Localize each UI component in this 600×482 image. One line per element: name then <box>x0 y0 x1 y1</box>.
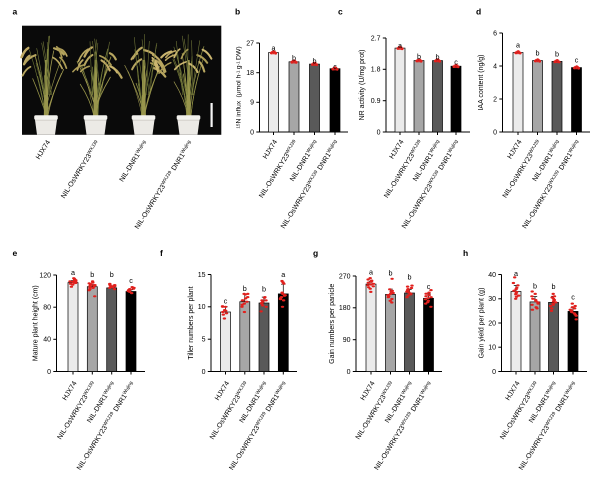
svg-text:5: 5 <box>202 337 206 344</box>
svg-text:d: d <box>476 7 481 17</box>
svg-text:27: 27 <box>246 40 254 47</box>
svg-text:h: h <box>463 248 468 258</box>
svg-text:a: a <box>13 7 18 17</box>
svg-text:80: 80 <box>43 305 51 312</box>
svg-text:0: 0 <box>493 129 497 136</box>
svg-text:c: c <box>338 7 343 17</box>
svg-text:a: a <box>272 43 276 52</box>
svg-text:b: b <box>408 272 412 281</box>
svg-text:b: b <box>536 48 540 57</box>
svg-text:15: 15 <box>198 272 206 279</box>
svg-text:90: 90 <box>343 337 351 344</box>
svg-text:18: 18 <box>246 70 254 77</box>
svg-text:0: 0 <box>202 369 206 376</box>
svg-text:a: a <box>514 269 518 278</box>
svg-text:2: 2 <box>493 96 497 103</box>
svg-text:Mature plant height (cm): Mature plant height (cm) <box>33 285 40 361</box>
svg-text:180: 180 <box>339 305 351 312</box>
svg-text:a: a <box>281 270 285 279</box>
svg-text:Tiller numbers per plant: Tiller numbers per plant <box>188 286 195 359</box>
svg-text:b: b <box>235 7 240 17</box>
svg-text:b: b <box>243 284 247 293</box>
svg-text:9: 9 <box>250 100 254 107</box>
svg-text:1.8: 1.8 <box>371 67 381 74</box>
svg-text:0: 0 <box>492 369 496 376</box>
svg-text:b: b <box>533 281 537 290</box>
svg-text:a: a <box>398 41 402 50</box>
svg-text:2.7: 2.7 <box>371 35 381 42</box>
svg-text:Gain yield per plant (g): Gain yield per plant (g) <box>479 288 486 359</box>
svg-text:15N influx (μmol h-1 g-1 DW): 15N influx (μmol h-1 g-1 DW) <box>235 46 243 128</box>
svg-text:IAA content (ng/g): IAA content (ng/g) <box>478 54 485 110</box>
svg-text:Gain numbers per panicle: Gain numbers per panicle <box>329 284 336 364</box>
svg-text:0: 0 <box>47 369 51 376</box>
svg-text:f: f <box>160 248 163 258</box>
svg-text:0: 0 <box>377 129 381 136</box>
svg-text:a: a <box>369 267 373 276</box>
svg-text:a: a <box>71 268 75 277</box>
svg-text:b: b <box>262 284 266 293</box>
svg-text:0: 0 <box>250 129 254 136</box>
svg-text:0.9: 0.9 <box>371 98 381 105</box>
svg-text:c: c <box>333 62 337 71</box>
svg-text:b: b <box>389 268 393 277</box>
svg-text:NR activity (U/mg prot): NR activity (U/mg prot) <box>359 50 366 121</box>
svg-text:b: b <box>417 52 421 61</box>
svg-text:10: 10 <box>488 345 496 352</box>
svg-text:0: 0 <box>347 369 351 376</box>
svg-text:b: b <box>552 282 556 291</box>
svg-text:c: c <box>571 292 575 301</box>
svg-text:b: b <box>313 56 317 65</box>
svg-text:30: 30 <box>488 296 496 303</box>
svg-text:6: 6 <box>493 30 497 37</box>
svg-text:a: a <box>516 40 520 49</box>
svg-text:40: 40 <box>43 337 51 344</box>
svg-text:4: 4 <box>493 63 497 70</box>
svg-text:b: b <box>292 53 296 62</box>
svg-text:b: b <box>436 52 440 61</box>
svg-text:c: c <box>224 296 228 305</box>
svg-text:10: 10 <box>198 304 206 311</box>
svg-text:b: b <box>110 270 114 279</box>
svg-text:c: c <box>575 55 579 64</box>
svg-text:c: c <box>427 282 431 291</box>
svg-text:e: e <box>13 248 18 258</box>
svg-text:120: 120 <box>39 272 51 279</box>
svg-text:c: c <box>454 57 458 66</box>
svg-text:20: 20 <box>488 320 496 327</box>
svg-text:b: b <box>555 49 559 58</box>
svg-text:b: b <box>90 270 94 279</box>
svg-text:g: g <box>313 248 318 258</box>
svg-text:40: 40 <box>488 272 496 279</box>
svg-text:c: c <box>129 276 133 285</box>
svg-text:270: 270 <box>339 273 351 280</box>
